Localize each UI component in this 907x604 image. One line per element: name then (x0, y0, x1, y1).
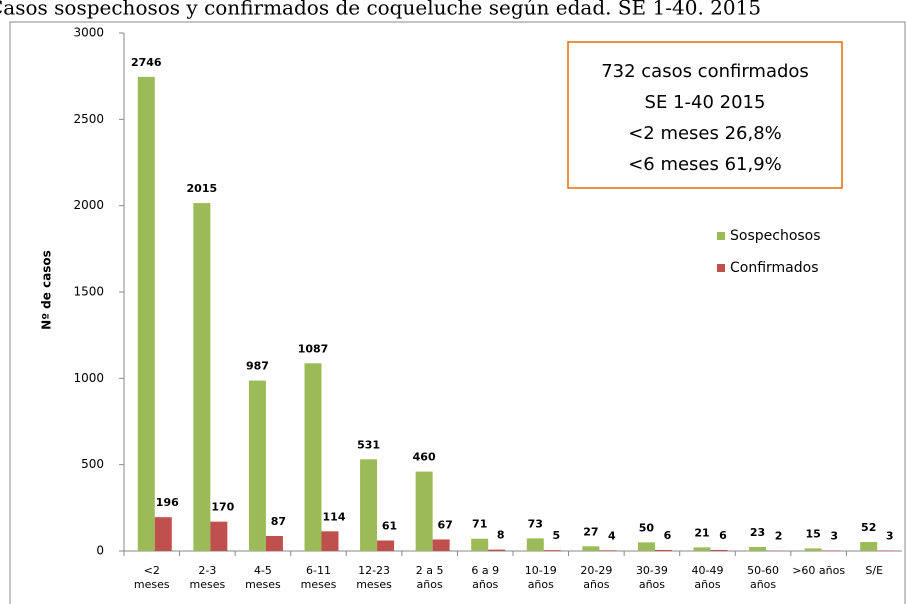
bar (432, 539, 450, 551)
x-tick-label: 12-23 meses (356, 564, 392, 591)
bar (821, 550, 839, 551)
legend-label: Confirmados (730, 260, 819, 276)
x-tick-label: 40-49 años (692, 564, 724, 591)
bar (377, 540, 395, 551)
x-tick-label: 50-60 años (747, 564, 779, 591)
data-label: 3 (830, 529, 838, 542)
data-label: 71 (472, 518, 487, 531)
x-tick-label: 30-39 años (636, 564, 668, 591)
data-label: 15 (805, 527, 820, 540)
bar (154, 517, 172, 551)
x-tick-label: <2 meses (134, 564, 170, 591)
data-label: 987 (246, 360, 269, 373)
bar (137, 76, 155, 551)
data-label: 73 (528, 517, 543, 530)
bar (654, 549, 672, 551)
x-tick-label: 20-29 años (580, 564, 612, 591)
bar (248, 380, 266, 551)
legend-swatch (717, 232, 725, 240)
bar (304, 363, 322, 551)
annotation-line: 732 casos confirmados (601, 61, 809, 82)
annotation-line: <2 meses 26,8% (628, 123, 782, 144)
y-tick-label: 0 (96, 544, 104, 558)
data-label: 6 (664, 529, 672, 542)
x-tick-label: 4-5 meses (245, 564, 281, 591)
bar (582, 546, 600, 551)
y-axis-label: Nº de casos (40, 250, 54, 330)
annotation-line: SE 1-40 2015 (645, 92, 766, 113)
bar (321, 531, 339, 551)
x-tick-label: S/E (865, 564, 883, 577)
y-tick-label: 1500 (73, 285, 104, 299)
y-tick-label: 2000 (73, 198, 104, 212)
y-tick-label: 2500 (73, 112, 104, 126)
data-label: 460 (413, 451, 436, 464)
data-label: 61 (382, 519, 397, 532)
x-tick-label: 2 a 5 años (416, 564, 444, 591)
x-tick-label: 6 a 9 años (471, 564, 499, 591)
x-tick-label: 6-11 meses (301, 564, 337, 591)
data-label: 531 (357, 438, 380, 451)
bar (415, 471, 433, 551)
data-label: 2746 (131, 56, 162, 69)
chart-title: Casos sospechosos y confirmados de coque… (0, 0, 761, 20)
bar (360, 459, 378, 551)
bar (543, 550, 561, 551)
data-label: 87 (271, 515, 286, 528)
annotation-line: <6 meses 61,9% (628, 154, 782, 175)
bar (599, 550, 617, 551)
data-label: 2015 (187, 182, 218, 195)
bar (804, 548, 822, 551)
bar (749, 547, 767, 551)
data-label: 50 (639, 521, 655, 534)
bar (265, 535, 283, 551)
data-label: 170 (211, 501, 234, 514)
y-tick-label: 500 (81, 457, 104, 471)
y-tick-label: 1000 (73, 371, 104, 385)
data-label: 21 (694, 526, 709, 539)
bar (526, 538, 544, 551)
data-label: 23 (750, 526, 765, 539)
bar (193, 203, 211, 551)
data-label: 27 (583, 525, 598, 538)
bar (693, 547, 711, 551)
legend-label: Sospechosos (730, 228, 821, 244)
annotation-box (567, 41, 843, 189)
legend-swatch (717, 264, 725, 272)
data-label: 2 (775, 530, 783, 543)
bar (860, 542, 878, 551)
data-label: 8 (497, 529, 505, 542)
data-label: 5 (552, 529, 560, 542)
x-tick-label: 10-19 años (525, 564, 557, 591)
x-tick-label: 2-3 meses (189, 564, 225, 591)
data-label: 1087 (298, 342, 329, 355)
x-tick-label: >60 años (792, 564, 845, 577)
data-label: 114 (323, 510, 346, 523)
bar (877, 550, 895, 551)
y-tick-label: 3000 (73, 26, 104, 40)
data-label: 6 (719, 529, 727, 542)
data-label: 196 (156, 496, 179, 509)
data-label: 4 (608, 529, 616, 542)
bar (471, 538, 489, 551)
bar (637, 542, 655, 551)
data-label: 67 (437, 518, 452, 531)
data-label: 3 (886, 529, 894, 542)
bar (210, 521, 228, 551)
bar (488, 549, 506, 551)
bar (710, 549, 728, 551)
data-label: 52 (861, 521, 876, 534)
